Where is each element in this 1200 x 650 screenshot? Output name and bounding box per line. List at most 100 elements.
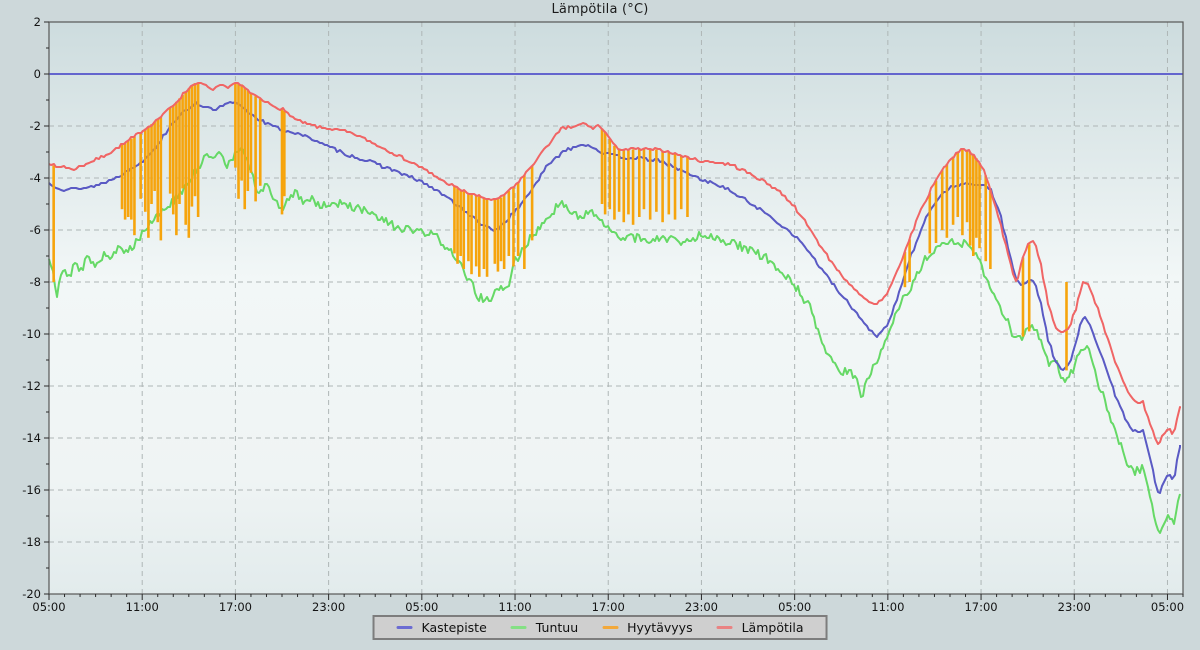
hyytavyys-bar <box>283 110 286 197</box>
hyytavyys-bar <box>196 83 200 218</box>
x-tick-label: 05:00 <box>405 600 438 614</box>
hyytavyys-bar <box>1027 244 1031 332</box>
legend-swatch-kastepiste <box>396 626 413 629</box>
hyytavyys-bar <box>648 149 652 220</box>
hyytavyys-bar <box>482 197 486 269</box>
hyytavyys-bar <box>622 149 626 223</box>
hyytavyys-bar <box>178 98 181 204</box>
hyytavyys-bar <box>971 155 975 256</box>
legend-item-lampotila: Lämpötila <box>716 620 804 635</box>
hyytavyys-bar <box>951 156 955 225</box>
legend-label-tuntuu: Tuntuu <box>535 620 579 635</box>
hyytavyys-bar <box>246 90 250 191</box>
hyytavyys-bar <box>493 199 497 264</box>
x-tick-label: 05:00 <box>32 600 65 614</box>
hyytavyys-bar <box>474 195 478 267</box>
legend-swatch-hyytavyys <box>602 626 619 629</box>
y-tick-label: -2 <box>30 119 41 133</box>
legend-label-lampotila: Lämpötila <box>741 620 804 635</box>
hyytavyys-bar <box>530 165 534 241</box>
hyytavyys-bar <box>940 170 944 230</box>
x-tick-label: 11:00 <box>498 600 531 614</box>
hyytavyys-bar <box>965 150 969 223</box>
legend-label-hyytavyys: Hyytävyys <box>627 620 693 635</box>
hyytavyys-bar <box>123 142 127 220</box>
x-tick-label: 23:00 <box>685 600 718 614</box>
hyytavyys-bar <box>978 162 981 249</box>
hyytavyys-bar <box>679 155 683 210</box>
hyytavyys-bar <box>613 145 616 220</box>
y-tick-label: -8 <box>30 275 41 289</box>
hyytavyys-bar <box>984 175 988 262</box>
hyytavyys-bar <box>254 96 257 202</box>
y-tick-label: -12 <box>22 379 41 393</box>
hyytavyys-bar <box>638 149 641 217</box>
hyytavyys-bar <box>686 157 689 217</box>
hyytavyys-bar <box>600 128 604 204</box>
y-tick-label: 0 <box>34 67 41 81</box>
x-tick-label: 11:00 <box>871 600 904 614</box>
x-tick-label: 05:00 <box>1151 600 1184 614</box>
hyytavyys-bar <box>467 193 470 262</box>
hyytavyys-bar <box>631 149 635 225</box>
hyytavyys-bar <box>989 189 992 269</box>
hyytavyys-bar <box>181 95 184 189</box>
hyytavyys-bar <box>502 194 506 269</box>
hyytavyys-bar <box>627 149 630 215</box>
hyytavyys-bar <box>961 149 964 236</box>
hyytavyys-bar <box>159 116 163 241</box>
hyytavyys-bar <box>187 88 191 238</box>
y-tick-label: -6 <box>30 223 41 237</box>
hyytavyys-bar <box>667 151 671 215</box>
y-tick-label: 2 <box>34 15 41 29</box>
hyytavyys-bar <box>237 83 240 199</box>
hyytavyys-bar <box>516 182 520 256</box>
hyytavyys-bar <box>190 85 194 207</box>
series-lampotila-line <box>48 82 1181 445</box>
hyytavyys-bar <box>1065 282 1068 371</box>
hyytavyys-bar <box>477 196 481 277</box>
x-tick-label: 05:00 <box>778 600 811 614</box>
hyytavyys-bar <box>144 128 147 212</box>
y-tick-label: -16 <box>22 483 41 497</box>
hyytavyys-bar <box>655 149 658 212</box>
hyytavyys-bar <box>673 153 677 220</box>
hyytavyys-bar <box>147 126 150 238</box>
hyytavyys-bar <box>120 144 124 210</box>
hyytavyys-bar <box>453 186 456 254</box>
x-tick-label: 17:00 <box>592 600 625 614</box>
hyytavyys-bar <box>456 188 459 264</box>
y-tick-label: -14 <box>22 431 41 445</box>
hyytavyys-bar <box>258 98 262 186</box>
hyytavyys-bar <box>150 124 153 204</box>
hyytavyys-bar <box>496 199 500 272</box>
legend-item-kastepiste: Kastepiste <box>396 620 487 635</box>
hyytavyys-bar <box>1021 257 1025 337</box>
x-tick-label: 23:00 <box>312 600 345 614</box>
hyytavyys-bar <box>617 148 621 212</box>
y-tick-label: -4 <box>30 171 41 185</box>
hyytavyys-bar <box>642 149 646 210</box>
hyytavyys-bar <box>126 140 130 217</box>
hyytavyys-bar <box>193 83 197 197</box>
hyytavyys-bar <box>968 152 972 246</box>
hyytavyys-bar <box>171 105 175 215</box>
hyytavyys-bar <box>234 83 237 168</box>
hyytavyys-bar <box>485 198 489 277</box>
legend-item-hyytavyys: Hyytävyys <box>602 620 693 635</box>
chart-title: Lämpötila (°C) <box>551 2 649 17</box>
hyytavyys-bar <box>499 197 503 262</box>
legend-swatch-lampotila <box>716 626 733 629</box>
hyytavyys-bar <box>462 191 466 269</box>
hyytavyys-bar <box>470 194 473 275</box>
hyytavyys-bar <box>507 191 511 256</box>
hyytavyys-bar <box>975 158 978 238</box>
legend-item-tuntuu: Tuntuu <box>510 620 579 635</box>
y-tick-label: -20 <box>22 587 41 601</box>
hyytavyys-bar <box>52 165 55 282</box>
hyytavyys-bar <box>603 132 607 215</box>
hyytavyys-bar <box>945 163 949 238</box>
hyytavyys-bar <box>249 93 253 173</box>
